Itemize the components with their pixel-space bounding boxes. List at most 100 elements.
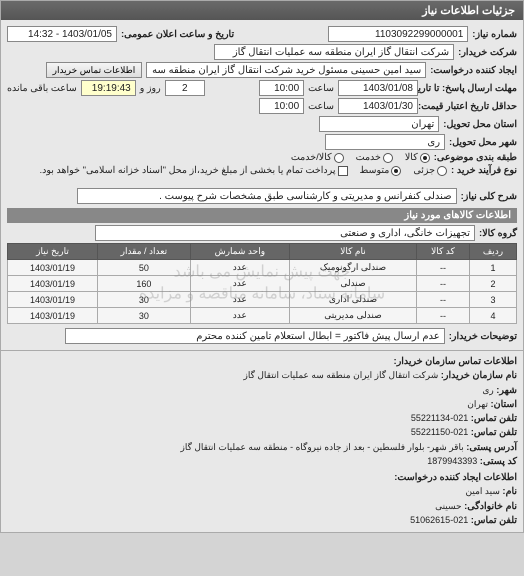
table-cell: -- bbox=[416, 308, 469, 324]
province-label: استان محل تحویل: bbox=[443, 119, 517, 130]
c-phone-label: تلفن تماس: bbox=[471, 413, 517, 424]
radio-service[interactable]: خدمت bbox=[356, 152, 393, 163]
c-addr: باقر شهر- بلوار فلسطین - بعد از جاده نیر… bbox=[181, 442, 464, 452]
table-cell: 1403/01/19 bbox=[8, 292, 98, 308]
radio-mid[interactable]: متوسط bbox=[360, 165, 402, 176]
city-label: شهر محل تحویل: bbox=[449, 137, 517, 148]
goods-table: ردیفکد کالانام کالاواحد شمارشتعداد / مقد… bbox=[7, 243, 517, 324]
table-cell: عدد bbox=[190, 292, 289, 308]
radio-goods-icon bbox=[420, 153, 430, 163]
table-cell: 50 bbox=[98, 260, 191, 276]
table-cell: 30 bbox=[98, 292, 191, 308]
notes-label: توضیحات خریدار: bbox=[449, 331, 517, 342]
table-row: 3--صندلی اداریعدد301403/01/19 bbox=[8, 292, 517, 308]
radio-both-icon bbox=[334, 153, 344, 163]
table-header: کد کالا bbox=[416, 244, 469, 260]
time-label-2: ساعت bbox=[308, 101, 334, 112]
requester-field: سید امین حسینی مسئول خرید شرکت انتقال گا… bbox=[146, 62, 426, 78]
days-remain-field: 2 bbox=[165, 80, 205, 96]
c-name-label: نام: bbox=[502, 486, 517, 497]
title-field: صندلی کنفرانس و مدیریتی و کارشناسی طبق م… bbox=[77, 188, 457, 204]
table-header: تعداد / مقدار bbox=[98, 244, 191, 260]
c-province: تهران bbox=[467, 399, 488, 409]
c-province-label: استان: bbox=[490, 399, 517, 410]
radio-goods-label: کالا bbox=[405, 152, 418, 163]
c-post-label: کد پستی: bbox=[480, 456, 517, 467]
province-field: تهران bbox=[319, 116, 439, 132]
table-row: 2--صندلیعدد1601403/01/19 bbox=[8, 276, 517, 292]
number-label: شماره نیاز: bbox=[472, 29, 517, 40]
check-treasury[interactable]: پرداخت تمام یا بخشی از مبلغ خرید،از محل … bbox=[39, 165, 347, 176]
city-field: ری bbox=[325, 134, 445, 150]
table-cell: 1403/01/19 bbox=[8, 276, 98, 292]
radio-low[interactable]: جزئی bbox=[413, 165, 447, 176]
buyer-label: شرکت خریدار: bbox=[458, 47, 517, 58]
table-cell: 160 bbox=[98, 276, 191, 292]
table-header: واحد شمارش bbox=[190, 244, 289, 260]
radio-mid-icon bbox=[391, 166, 401, 176]
table-cell: صندلی ارگونومیک bbox=[290, 260, 417, 276]
deadline-date-field: 1403/01/08 bbox=[338, 80, 418, 96]
table-row: 1--صندلی ارگونومیکعدد501403/01/19 bbox=[8, 260, 517, 276]
table-cell: 2 bbox=[469, 276, 516, 292]
notes-field: عدم ارسال پیش فاکتور = ابطال استعلام تام… bbox=[65, 328, 445, 344]
contact-info-button[interactable]: اطلاعات تماس خریدار bbox=[46, 62, 143, 78]
validity-time-field: 10:00 bbox=[259, 98, 304, 114]
check-treasury-icon bbox=[338, 166, 348, 176]
radio-low-icon bbox=[437, 166, 447, 176]
panel-header: جزئیات اطلاعات نیاز bbox=[1, 1, 523, 20]
radio-low-label: جزئی bbox=[413, 165, 435, 176]
table-cell: 1 bbox=[469, 260, 516, 276]
c-city: ری bbox=[482, 385, 493, 395]
c-org-label: نام سازمان خریدار: bbox=[441, 370, 517, 381]
table-cell: صندلی bbox=[290, 276, 417, 292]
c-phone: 021-55221134 bbox=[411, 413, 468, 423]
c-addr-label: آدرس پستی: bbox=[466, 442, 517, 453]
group-label: گروه کالا: bbox=[479, 228, 517, 239]
table-cell: -- bbox=[416, 260, 469, 276]
radio-service-label: خدمت bbox=[356, 152, 381, 163]
table-row: 4--صندلی مدیریتیعدد301403/01/19 bbox=[8, 308, 517, 324]
radio-goods[interactable]: کالا bbox=[405, 152, 430, 163]
days-label: روز و bbox=[140, 83, 161, 94]
c-family-label: نام خانوادگی: bbox=[464, 501, 517, 512]
c-cphone: 021-51062615 bbox=[410, 515, 468, 525]
announce-field: 1403/01/05 - 14:32 bbox=[7, 26, 117, 42]
table-cell: 3 bbox=[469, 292, 516, 308]
table-cell: 4 bbox=[469, 308, 516, 324]
deadline-label: مهلت ارسال پاسخ: تا تاریخ: bbox=[422, 83, 517, 94]
c-city-label: شهر: bbox=[496, 385, 517, 396]
radio-both-label: کالا/خدمت bbox=[291, 152, 332, 163]
table-cell: عدد bbox=[190, 276, 289, 292]
table-cell: عدد bbox=[190, 260, 289, 276]
table-header: تاریخ نیاز bbox=[8, 244, 98, 260]
buyer-contact-header: اطلاعات تماس سازمان خریدار: bbox=[7, 355, 517, 369]
announce-label: تاریخ و ساعت اعلان عمومی: bbox=[121, 29, 234, 40]
buyer-field: شرکت انتقال گاز ایران منطقه سه عملیات ان… bbox=[214, 44, 454, 60]
radio-mid-label: متوسط bbox=[360, 165, 390, 176]
table-header: ردیف bbox=[469, 244, 516, 260]
time-label-1: ساعت bbox=[308, 83, 334, 94]
c-fax: 021-55221150 bbox=[411, 427, 468, 437]
remain-label: ساعت باقی مانده bbox=[7, 83, 77, 94]
number-field: 1103092299000001 bbox=[328, 26, 468, 42]
goods-table-wrap: ردیفکد کالانام کالاواحد شمارشتعداد / مقد… bbox=[7, 243, 517, 324]
c-post: 1879943393 bbox=[427, 456, 477, 466]
table-cell: عدد bbox=[190, 308, 289, 324]
requester-contact-header: اطلاعات ایجاد کننده درخواست: bbox=[7, 471, 517, 485]
table-cell: 1403/01/19 bbox=[8, 308, 98, 324]
table-header: نام کالا bbox=[290, 244, 417, 260]
radio-both[interactable]: کالا/خدمت bbox=[291, 152, 344, 163]
validity-label: حداقل تاریخ اعتبار قیمت: تا تاریخ: bbox=[422, 101, 517, 112]
table-cell: -- bbox=[416, 292, 469, 308]
table-cell: صندلی اداری bbox=[290, 292, 417, 308]
c-cphone-label: تلفن تماس: bbox=[471, 515, 517, 526]
requester-label: ایجاد کننده درخواست: bbox=[430, 65, 517, 76]
table-cell: 30 bbox=[98, 308, 191, 324]
c-org: شرکت انتقال گاز ایران منطقه سه عملیات ان… bbox=[244, 370, 439, 380]
deadline-time-field: 10:00 bbox=[259, 80, 304, 96]
table-cell: 1403/01/19 bbox=[8, 260, 98, 276]
check-treasury-label: پرداخت تمام یا بخشی از مبلغ خرید،از محل … bbox=[39, 165, 335, 176]
table-cell: صندلی مدیریتی bbox=[290, 308, 417, 324]
title-label: شرح کلی نیاز: bbox=[461, 191, 517, 202]
